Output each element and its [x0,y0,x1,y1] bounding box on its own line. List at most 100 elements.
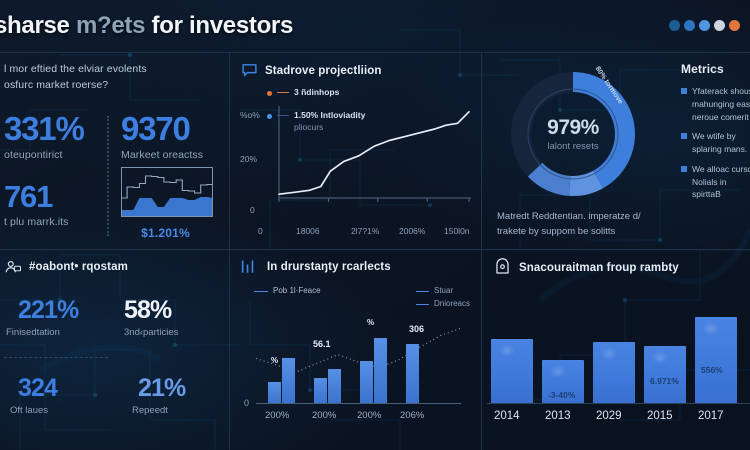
grouped-bar-0-1 [282,358,295,404]
metric-bullet-icon [681,88,687,94]
legend-dash-icon [277,115,289,117]
line-y-tick-0: %o% [240,110,260,120]
kpi-question: l mor eftied the elviar evolents osfurc … [4,62,210,94]
line-x-tick-3: 2006% [399,226,426,236]
grouped-bar-label-0: % [271,356,279,365]
stat-label-1: 3nd‹particies [124,327,179,338]
donut-svg [510,72,635,197]
stats-horizontal-divider [4,357,108,358]
headline-kpi-panel: l mor eftied the elviar evolents osfurc … [0,62,222,244]
shield-lock-icon [496,258,509,274]
grouped-baseline [256,403,461,404]
stat-cell-3: 21% Repeedt [108,358,212,417]
legend-label-1-sub: pliocurs [294,121,324,132]
years-bars [487,294,750,404]
legend-label-1-main: 1.50% Intloviadity [294,110,366,121]
years-x-label-2029: 2029 [596,410,622,422]
palette-dots [669,20,740,31]
stats-panel-header: #oabont• rqostam [4,258,212,276]
grouped-legend-right-label-0: Stuar [433,286,454,295]
palette-dot-2 [699,20,710,31]
overlay-dotted-line [256,327,461,373]
divider-v-bottom-right [481,249,482,450]
years-bar-label-2015: 6.971% [650,376,679,387]
stats-grid: 221% Finisedtation 58% 3nd‹particies 324… [4,298,212,416]
line-x-tick-0: 0 [258,226,263,236]
years-x-label-2015: 2015 [647,410,673,422]
donut-segment-primary [573,72,635,189]
stat-value-1: 58% [124,296,172,324]
stat-cell-2: 324 Oft laues [4,358,108,417]
legend-item-1: 1.50% Intloviadity pliocurs [267,110,365,133]
line-y-tick-2: 0 [250,205,255,215]
kpi-value-1: 331% [4,109,85,147]
kpi-question-line1: l mor eftied the elviar evolents [4,63,147,75]
legend-item-0: 3 ñdinhops [267,87,365,98]
stat-value-3: 21% [138,374,186,402]
years-x-label-2014: 2014 [494,410,520,422]
grouped-panel-header: In drurstaŋty rcarlects [240,258,476,276]
years-x-label-2013: 2013 [545,410,571,422]
donut-chart: 979% lalont resets 80% tormove [497,60,649,208]
grouped-bar-group-1 [314,369,341,404]
donut-segment-tertiary [527,162,571,196]
title-suffix: for investors [145,12,294,39]
line-x-tick-4: 150l0n [444,226,470,236]
divider-v-top-right [481,52,482,249]
cohort-stats-panel: #oabont• rqostam 221% Finisedtation 58% … [0,258,222,443]
donut-segment-remainder [510,72,573,177]
sparkline-widget: $1.201% [121,166,214,240]
years-bar-plot [487,294,750,404]
growth-projection-panel: Stadrove projectliion 3 ñdinhops 1.50% I… [240,62,473,242]
stat-value-2: 324 [18,374,58,402]
years-panel-header: Snacouraitman froup rambty [493,258,750,277]
kpi-grid: 331% oteupontirict 761 t plu marrk.its 9… [4,109,214,240]
legend-dot-icon [267,114,272,120]
years-bar-2029 [593,342,635,404]
grouped-legend-right-label-1: Dnioreacs [433,298,470,308]
chat-bubble-icon [242,64,257,77]
metric-text-1: We wtife by splaring mans. [692,131,748,154]
grouped-bar-2-0 [360,361,373,404]
metric-text-0: Yfaterack shous mahunging eas neroue com… [692,86,750,122]
years-bar-2014 [491,338,533,404]
stat-cell-1: 58% 3nd‹particies [108,298,212,358]
palette-dot-4 [729,20,740,31]
grouped-legend-right: Stuar Dnioreacs [415,286,470,310]
kpi-vertical-divider [107,115,109,236]
divider-header [0,52,750,53]
grouped-bar-1-0 [314,378,327,404]
metrics-title: Metrics [681,62,724,76]
grouped-x-tick-3: 206% [400,410,425,421]
grouped-legend-left: Pob 1l·Feace [254,286,321,297]
line-panel-title: Stadrove projectliion [265,64,382,77]
line-panel-header: Stadrove projectliion [241,62,473,79]
grouped-x-tick-0: 200% [265,410,290,421]
grouped-bar-label-3: 306 [409,324,425,334]
kpi-label-2: Markeet oreactss [121,148,204,161]
grouped-bar-2-1 [374,338,387,404]
donut-center-label: 979% lalont resets [497,60,649,208]
donut-center-caption: lalont resets [547,141,599,152]
donut-footnote-line1: Matredt Reddtentian. imperatze d/ [497,211,641,222]
line-chart-plot [278,106,471,202]
title-prefix: sharse [0,12,76,39]
legend-dash-icon [415,291,429,292]
grouped-bar-3-0 [406,344,419,404]
annual-growth-panel: Snacouraitman froup rambty 2014 2013 2029 2… [487,258,750,444]
kpi-value-2: 9370 [121,109,191,147]
palette-dot-3 [714,20,725,31]
metric-bullet-icon [681,165,687,172]
grouped-bars [256,304,461,404]
kpi-label-3: t plu marrk.its [4,215,69,228]
grouped-bar-label-2: % [367,318,375,327]
metric-bullet-icon [681,133,687,140]
donut-footnote: Matredt Reddtentian. imperatze d/ traket… [497,210,662,239]
grouped-bar-plot [256,304,461,404]
legend-dash-icon [277,92,289,93]
metric-item: Yfaterack shous mahunging eas neroue com… [681,85,750,123]
palette-dot-0 [669,20,680,31]
legend-dash-icon [415,303,429,305]
years-bar-label-2013: -3-40% [548,389,576,400]
